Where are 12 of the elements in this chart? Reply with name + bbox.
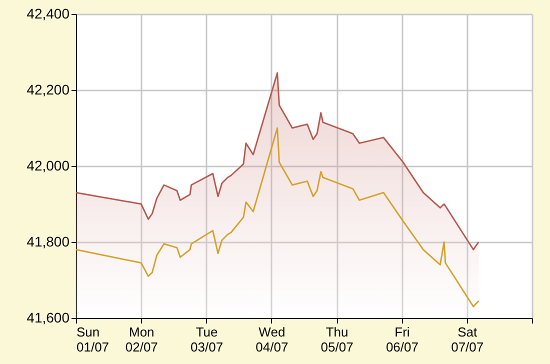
- x-tick-label: Fri 06/07: [386, 324, 418, 354]
- y-tick-label: 41,600: [26, 310, 70, 326]
- y-tick-label: 41,800: [26, 234, 70, 250]
- y-tick-label: 42,200: [26, 82, 70, 98]
- y-tick-label: 42,400: [26, 6, 70, 22]
- y-tick-label: 42,000: [26, 158, 70, 174]
- x-tick-label: Wed 04/07: [256, 324, 288, 354]
- x-tick-label: Mon 02/07: [125, 324, 158, 354]
- x-tick-label: Sat 07/07: [451, 324, 484, 354]
- x-tick-label: Tue 03/07: [190, 324, 224, 354]
- x-tick-label: Sun 01/07: [76, 324, 110, 354]
- x-tick-label: Thu 05/07: [320, 324, 354, 354]
